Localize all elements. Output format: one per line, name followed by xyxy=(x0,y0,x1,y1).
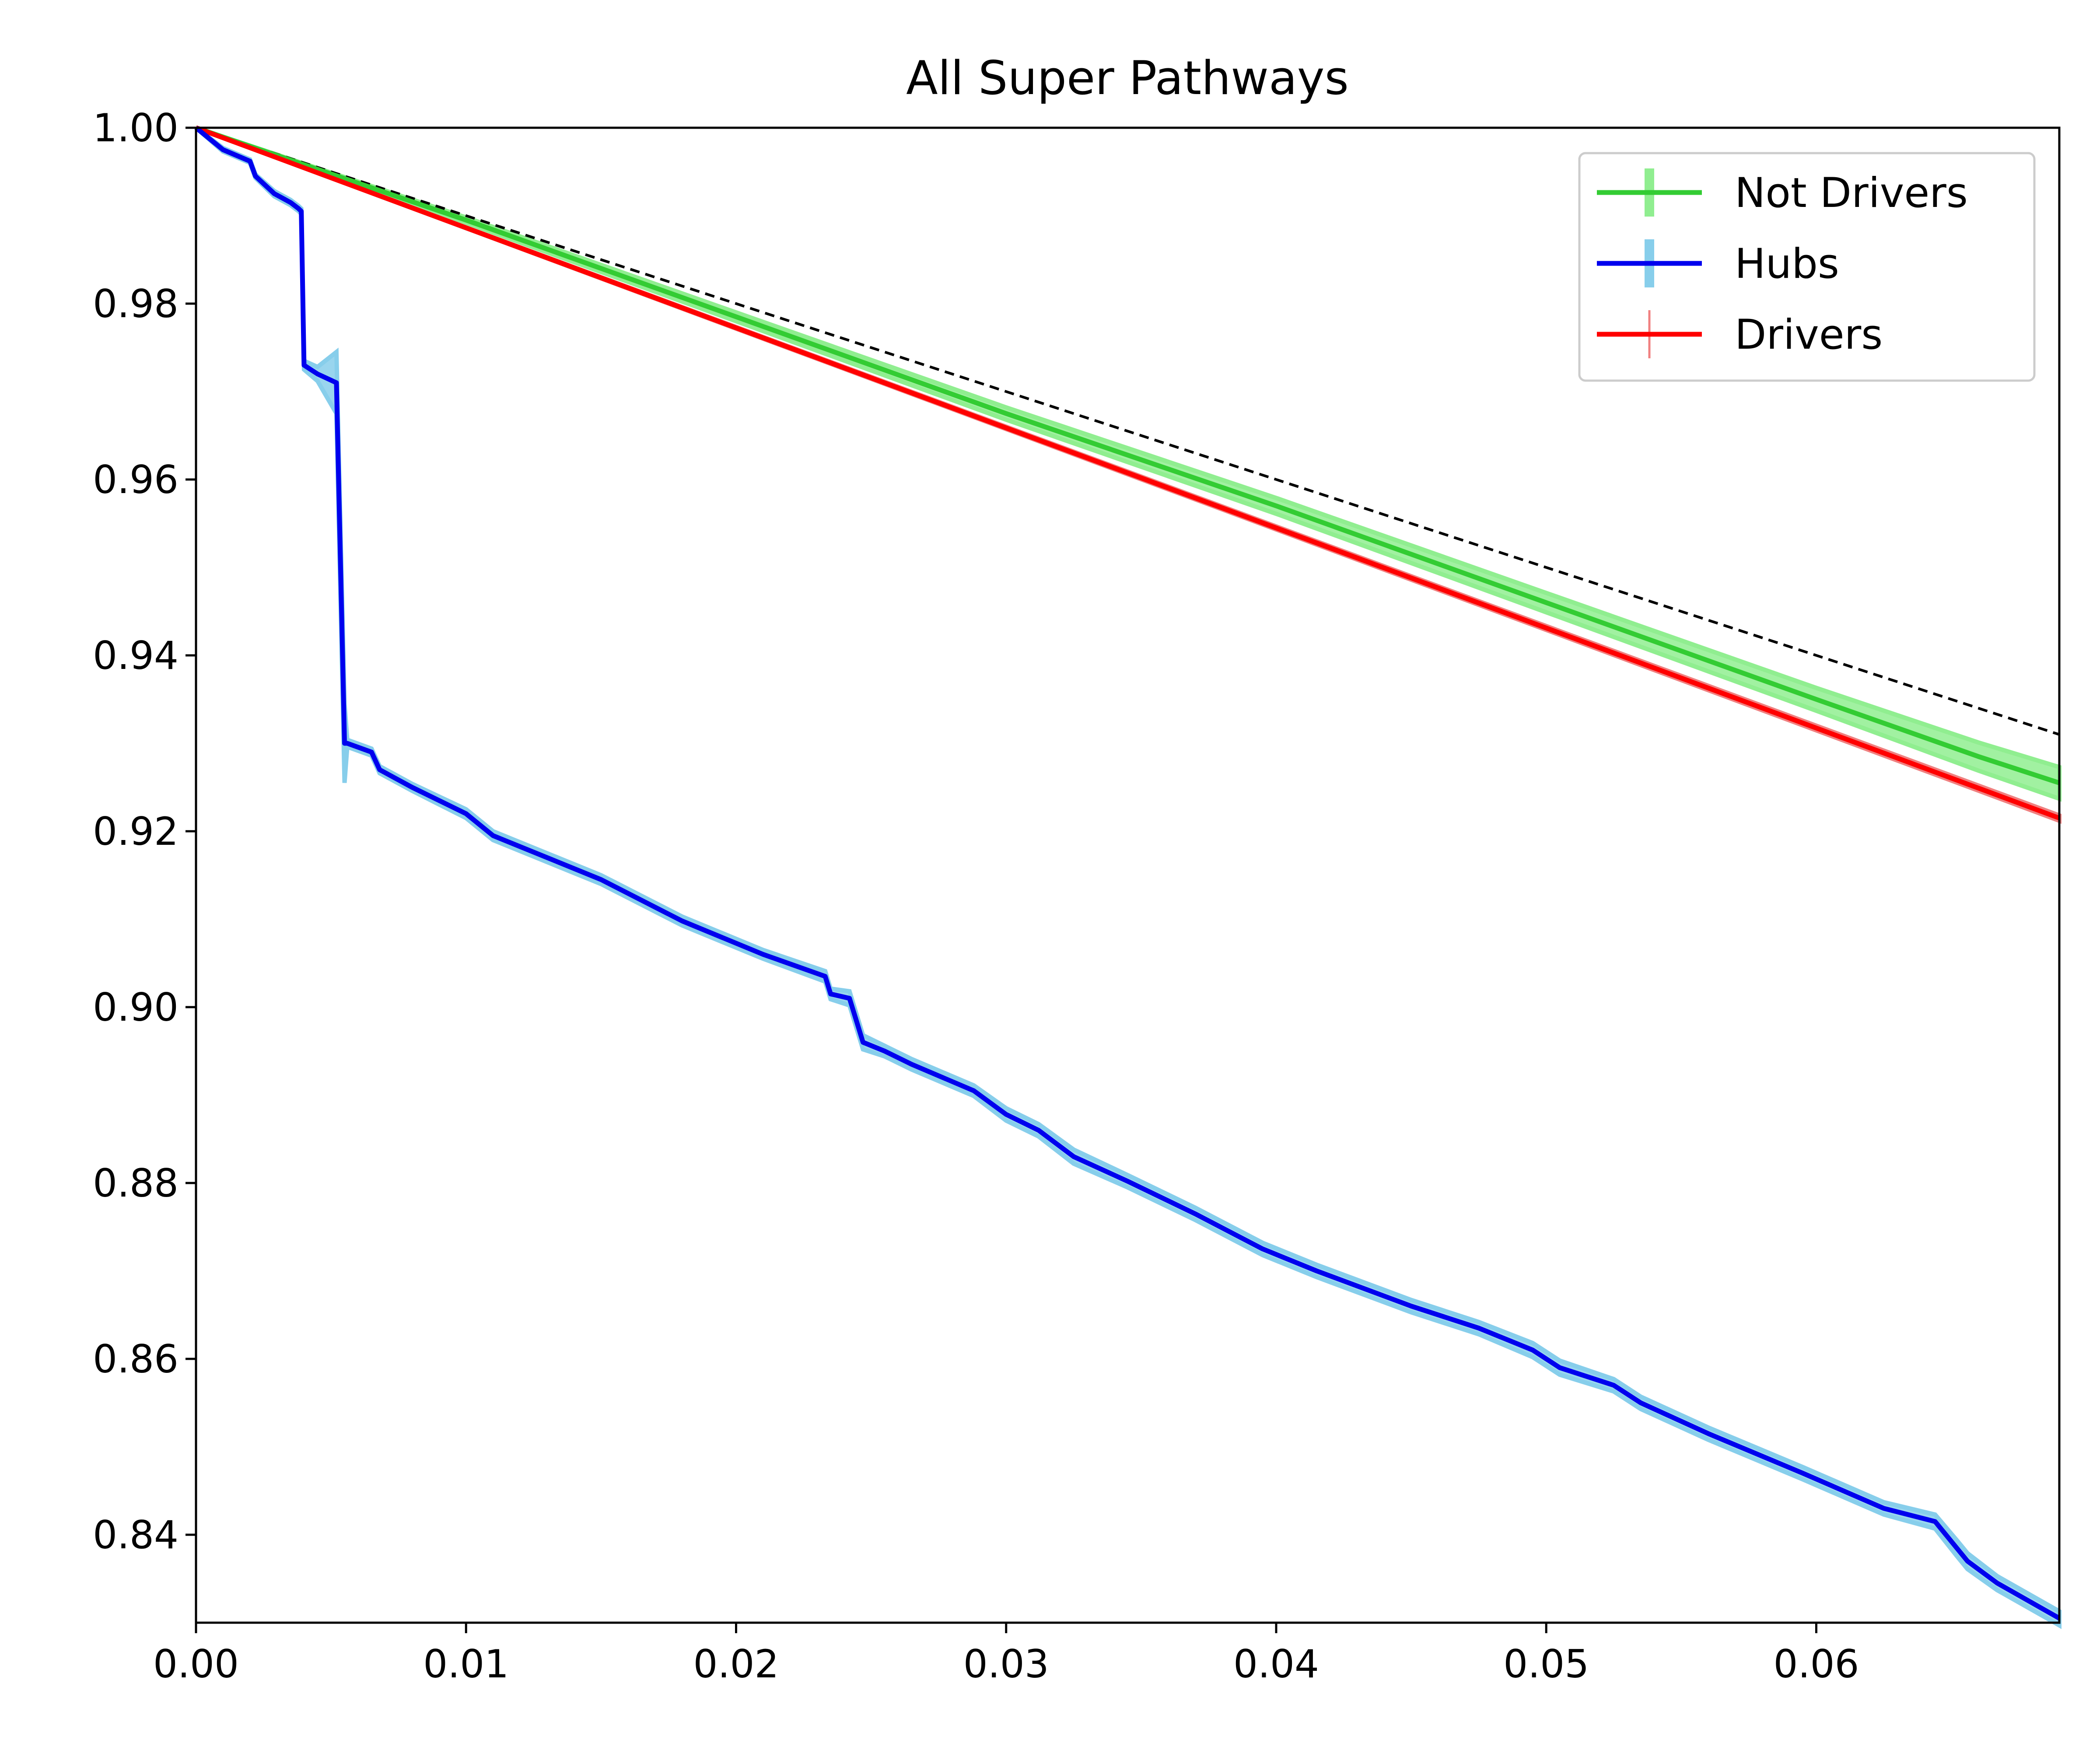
x-tick-label: 0.03 xyxy=(963,1642,1049,1687)
not-drivers-series-line xyxy=(195,125,2060,785)
y-tick-label: 1.00 xyxy=(93,105,178,150)
x-tick-label: 0.04 xyxy=(1233,1642,1319,1687)
y-axis: 0.84 0.86 0.88 0.90 0.92 0.94 0.96 0.98 1.00 xyxy=(93,105,196,1558)
y-tick-label: 0.92 xyxy=(93,809,178,854)
legend: Not Drivers Hubs Drivers xyxy=(1578,152,2036,382)
hubs-series-line xyxy=(194,126,2061,1620)
legend-box xyxy=(1578,152,2036,382)
legend-label: Not Drivers xyxy=(1735,169,1968,217)
legend-label: Hubs xyxy=(1735,240,1839,288)
y-tick-label: 0.90 xyxy=(93,985,178,1030)
y-tick-label: 0.86 xyxy=(93,1337,178,1382)
y-tick-label: 0.84 xyxy=(93,1512,178,1558)
x-tick-label: 0.01 xyxy=(423,1642,509,1687)
legend-label: Drivers xyxy=(1735,311,1883,359)
plot-frame xyxy=(195,126,2061,1624)
x-tick-label: 0.05 xyxy=(1503,1642,1589,1687)
series-lines xyxy=(194,125,2061,1620)
y-tick-label: 0.96 xyxy=(93,457,178,502)
drivers-series-line xyxy=(195,125,2060,821)
chart-title: All Super Pathways xyxy=(906,51,1349,105)
x-axis: 0.00 0.01 0.02 0.03 0.04 0.05 0.06 xyxy=(153,1623,1859,1687)
y-tick-label: 0.98 xyxy=(93,281,178,326)
reference-line xyxy=(196,126,2060,736)
y-tick-label: 0.88 xyxy=(93,1161,178,1206)
x-tick-label: 0.02 xyxy=(693,1642,779,1687)
y-tick-label: 0.94 xyxy=(93,633,178,678)
x-tick-label: 0.00 xyxy=(153,1642,239,1687)
x-tick-label: 0.06 xyxy=(1774,1642,1859,1687)
